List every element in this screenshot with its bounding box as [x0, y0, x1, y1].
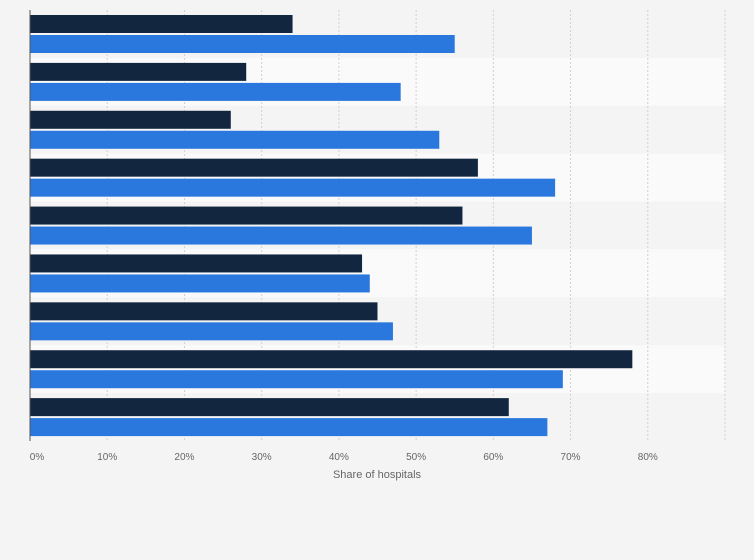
bar [30, 226, 532, 245]
bar [30, 350, 633, 369]
bar [30, 130, 440, 149]
x-axis-title: Share of hospitals [333, 469, 422, 481]
x-tick-label: 0% [30, 452, 45, 463]
bar [30, 254, 363, 273]
bar [30, 322, 393, 341]
x-tick-label: 70% [561, 452, 581, 463]
bar [30, 62, 247, 81]
bar [30, 274, 370, 293]
bar [30, 418, 548, 437]
bar [30, 15, 293, 33]
bar [30, 302, 378, 321]
bar [30, 110, 231, 129]
bar [30, 178, 556, 197]
bar [30, 206, 463, 225]
bar [30, 82, 401, 101]
x-tick-label: 40% [329, 452, 349, 463]
x-tick-label: 10% [97, 452, 117, 463]
x-tick-label: 80% [638, 452, 658, 463]
x-tick-labels: 0% 10% 20% 30% 40% 50% 60% 70% 80% [30, 452, 658, 463]
x-tick-label: 60% [483, 452, 503, 463]
bar [30, 158, 478, 177]
bar [30, 398, 509, 417]
x-tick-label: 20% [174, 452, 194, 463]
bar [30, 370, 563, 389]
x-tick-label: 50% [406, 452, 426, 463]
bar [30, 35, 455, 53]
x-tick-label: 30% [252, 452, 272, 463]
bars [30, 15, 633, 437]
